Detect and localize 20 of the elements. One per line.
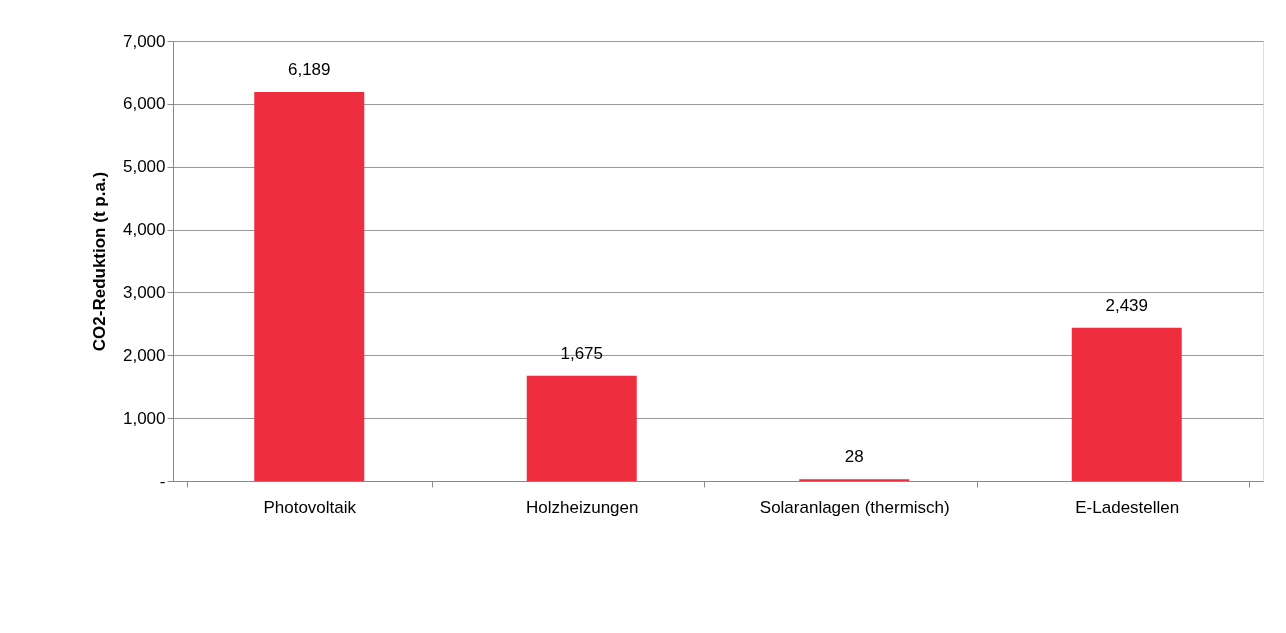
x-tick-label: Photovoltaik [263, 497, 357, 517]
y-tick-label: 6,000 [122, 94, 166, 114]
x-tick-label: Holzheizungen [526, 497, 639, 517]
y-axis-title: CO2-Reduktion (t p.a.) [89, 171, 109, 352]
y-tick-label: 3,000 [122, 282, 166, 302]
bar [1071, 327, 1182, 481]
y-tick-label: 4,000 [122, 220, 166, 240]
x-tick-label: E-Ladestellen [1075, 497, 1180, 517]
data-label: 1,675 [560, 343, 604, 363]
bar [526, 375, 637, 481]
y-tick-label: - [159, 471, 166, 491]
y-tick-label: 7,000 [122, 31, 166, 51]
y-tick-label: 2,000 [122, 345, 166, 365]
data-label: 28 [844, 447, 864, 467]
y-tick-label: 5,000 [122, 157, 166, 177]
data-label: 6,189 [287, 59, 331, 79]
x-tick-label: Solaranlagen (thermisch) [759, 497, 950, 517]
bar [254, 91, 365, 481]
y-tick-label: 1,000 [122, 408, 166, 428]
data-label: 2,439 [1105, 295, 1149, 315]
